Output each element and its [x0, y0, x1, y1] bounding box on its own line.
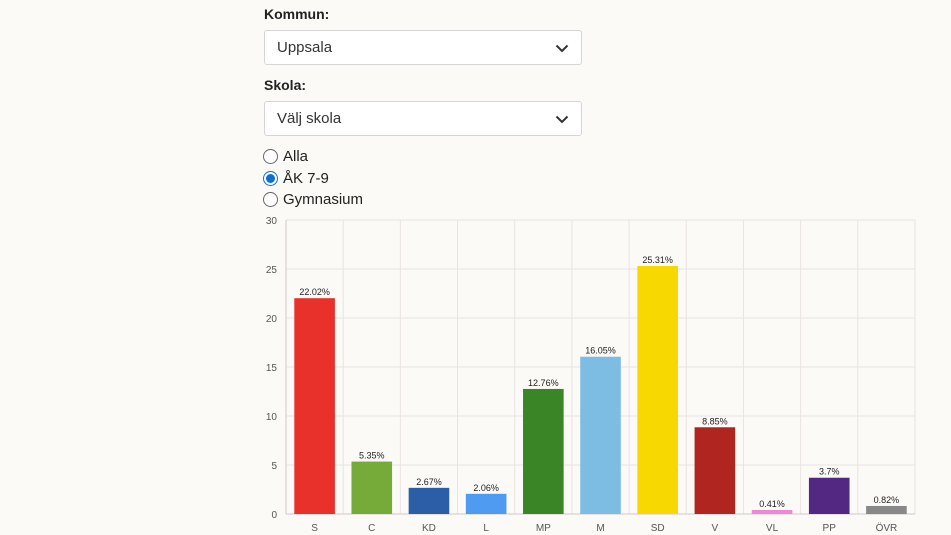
y-tick-label: 5 — [271, 461, 277, 472]
x-tick-label: ÖVR — [876, 522, 898, 534]
data-label: 0.82% — [874, 495, 900, 505]
y-tick-label: 30 — [266, 216, 278, 227]
x-tick-label: SD — [651, 523, 665, 534]
bar-vl — [751, 509, 793, 514]
data-label: 16.05% — [585, 346, 616, 356]
kommun-label: Kommun: — [264, 6, 330, 22]
y-tick-label: 10 — [266, 412, 278, 423]
bar-v — [694, 427, 736, 514]
bar-övr — [866, 505, 907, 514]
data-label: 25.31% — [642, 255, 673, 265]
radio-gymnasium[interactable] — [263, 192, 278, 207]
filter-alla[interactable]: Alla — [263, 148, 308, 165]
x-tick-label: MP — [536, 523, 551, 534]
y-tick-label: 20 — [266, 314, 278, 325]
bar-m — [580, 356, 621, 514]
data-label: 8.85% — [702, 416, 728, 426]
x-tick-label: S — [311, 523, 318, 534]
data-label: 0.41% — [759, 499, 785, 509]
filter-gymnasium[interactable]: Gymnasium — [263, 191, 363, 208]
x-tick-label: VL — [766, 523, 779, 534]
skola-label: Skola: — [264, 77, 307, 93]
skola-select[interactable]: Välj skola — [264, 101, 582, 136]
bar-c — [351, 461, 393, 514]
bar-mp — [523, 388, 564, 514]
data-label: 3.7% — [819, 467, 840, 477]
x-tick-label: M — [596, 523, 604, 534]
kommun-select[interactable]: Uppsala — [264, 30, 582, 65]
bar-l — [465, 493, 507, 514]
chevron-down-icon — [555, 115, 569, 123]
kommun-select-value: Uppsala — [277, 39, 333, 56]
bar-s — [294, 298, 335, 514]
x-tick-label: V — [712, 523, 719, 534]
x-tick-label: KD — [422, 523, 436, 534]
radio-ak79[interactable] — [263, 171, 278, 186]
radio-alla[interactable] — [263, 149, 278, 164]
data-label: 22.02% — [299, 287, 330, 297]
bar-sd — [637, 265, 678, 514]
x-tick-label: C — [368, 523, 375, 534]
filter-ak79-label: ÅK 7-9 — [283, 170, 329, 187]
x-tick-label: L — [483, 523, 489, 534]
bar-kd — [408, 487, 450, 514]
filter-gymnasium-label: Gymnasium — [283, 191, 364, 208]
chevron-down-icon — [555, 44, 569, 52]
y-tick-label: 0 — [271, 510, 277, 521]
bar-pp — [808, 477, 850, 514]
filter-alla-label: Alla — [283, 148, 309, 165]
x-tick-label: PP — [823, 523, 837, 534]
data-label: 2.67% — [416, 477, 442, 487]
skola-select-value: Välj skola — [277, 110, 342, 127]
y-tick-label: 25 — [266, 265, 278, 276]
y-tick-label: 15 — [266, 363, 278, 374]
data-label: 2.06% — [473, 483, 499, 493]
data-label: 5.35% — [359, 451, 385, 461]
data-label: 12.76% — [528, 378, 559, 388]
filter-ak79[interactable]: ÅK 7-9 — [263, 170, 329, 187]
